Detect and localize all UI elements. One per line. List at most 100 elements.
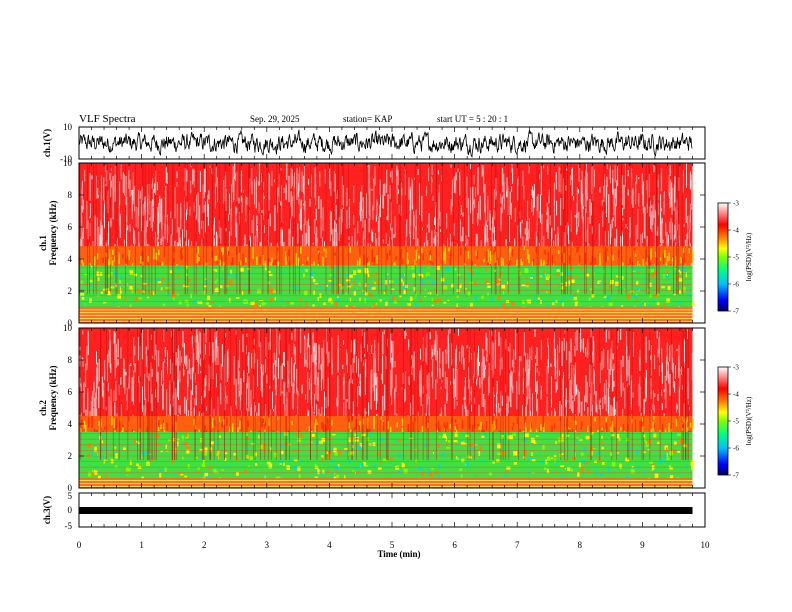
- spectrogram-speckle: [432, 195, 434, 201]
- spectrogram-speckle: [322, 469, 325, 474]
- spectrogram-speckle: [487, 195, 489, 222]
- spectrogram-speckle: [459, 284, 462, 289]
- spectrogram-speckle: [558, 437, 562, 443]
- spectrogram-speckle: [163, 246, 166, 257]
- spectrogram-speckle: [390, 288, 395, 290]
- spectrogram-speckle: [157, 212, 159, 240]
- spectrogram-speckle: [451, 179, 453, 207]
- spectrogram-speckle: [460, 219, 461, 242]
- spectrogram-speckle: [604, 399, 606, 405]
- spectrogram-speckle: [663, 277, 665, 279]
- spectrogram-speckle: [617, 330, 619, 343]
- spectrogram-speckle: [205, 344, 206, 355]
- spectrogram-speckle: [578, 164, 580, 182]
- spectrogram-speckle: [228, 281, 233, 285]
- spectrogram-speckle: [197, 346, 199, 374]
- spectrogram-speckle: [240, 427, 243, 431]
- spectrogram-speckle: [126, 197, 128, 223]
- spectrogram-speckle: [268, 179, 270, 211]
- spectrogram-speckle: [164, 223, 166, 239]
- spectrogram-speckle: [393, 300, 398, 304]
- spectrogram-speckle: [446, 377, 448, 401]
- spectrogram-speckle: [676, 348, 678, 352]
- spectrogram-speckle: [547, 304, 550, 308]
- spectrogram-speckle: [540, 461, 544, 464]
- spectrogram-speckle: [359, 381, 361, 397]
- spectrogram-speckle: [558, 370, 560, 376]
- spectrogram-speckle: [498, 403, 500, 409]
- spectrogram-speckle: [177, 265, 179, 269]
- spectrogram-speckle: [329, 266, 333, 269]
- spectrogram-speckle: [524, 228, 526, 235]
- spectrogram-speckle: [225, 333, 227, 338]
- spectrogram-speckle: [586, 381, 588, 404]
- colorbar-tick-label: -3: [733, 200, 739, 208]
- spectrogram-speckle: [246, 299, 249, 301]
- spectrogram-speckle: [400, 249, 402, 259]
- spectrogram-speckle: [557, 250, 560, 254]
- spectrogram-speckle: [576, 187, 578, 218]
- spectrogram-speckle: [156, 182, 158, 191]
- spectrogram-speckle: [375, 215, 377, 222]
- spectrogram-speckle: [689, 215, 691, 232]
- spectrogram-speckle: [547, 256, 549, 268]
- spectrogram-speckle: [193, 299, 196, 305]
- spectrogram-speckle: [586, 229, 588, 243]
- spectrogram-speckle: [458, 456, 462, 459]
- spectrogram-speckle: [628, 355, 630, 386]
- spectrogram-speckle: [661, 286, 665, 289]
- header-station: station= KAP: [343, 114, 392, 124]
- spectrogram-speckle: [225, 392, 227, 399]
- spectrogram-speckle: [390, 280, 394, 283]
- spectrogram-speckle: [656, 437, 659, 443]
- spectrogram-speckle: [526, 396, 527, 419]
- spectrogram-speckle: [589, 288, 592, 291]
- spectrogram-speckle: [688, 248, 690, 254]
- spectrogram-speckle: [377, 221, 379, 232]
- spectrogram-speckle: [269, 274, 273, 276]
- spectrogram-speckle: [568, 225, 569, 244]
- spectrogram-speckle: [485, 434, 487, 436]
- spectrogram-speckle: [137, 336, 139, 361]
- spectrogram-speckle: [524, 268, 529, 273]
- spectrogram-speckle: [103, 382, 105, 409]
- spectrogram-speckle: [669, 475, 674, 479]
- ch1-waveform-ylabel: ch.1(V): [42, 129, 52, 157]
- spectrogram-speckle: [242, 253, 244, 267]
- spectrogram-speckle: [360, 191, 362, 221]
- spectrogram-speckle: [121, 404, 122, 422]
- spectrogram-speckle: [374, 373, 376, 401]
- ch3-waveform-ylabel: ch.3(V): [42, 496, 52, 524]
- spectrogram-speckle: [209, 342, 211, 356]
- spectrogram-speckle: [532, 258, 535, 271]
- spectrogram-speckle: [639, 445, 641, 449]
- spectrogram-speckle: [608, 194, 610, 224]
- spectrogram-speckle: [584, 252, 587, 265]
- spectrogram-speckle: [502, 439, 505, 445]
- spectrogram-speckle: [114, 346, 116, 379]
- spectrogram-speckle: [672, 222, 674, 251]
- spectrogram-speckle: [622, 355, 624, 367]
- spectrogram-speckle: [639, 357, 641, 372]
- spectrogram-speckle: [180, 203, 182, 230]
- spectrogram-speckle: [481, 295, 484, 299]
- spectrogram-speckle: [90, 454, 93, 457]
- spectrogram-speckle: [431, 230, 433, 259]
- spectrogram-speckle: [530, 411, 532, 416]
- spectrogram-speckle: [158, 350, 160, 367]
- spectrogram-speckle: [359, 258, 361, 271]
- spectrogram-speckle: [580, 401, 582, 428]
- spectrogram-speckle: [403, 289, 407, 295]
- spectrogram-speckle: [652, 214, 654, 222]
- spectrogram-speckle: [431, 468, 434, 470]
- spectrogram-speckle: [652, 403, 654, 410]
- spectrogram-speckle: [559, 300, 562, 304]
- spectrogram-speckle: [221, 276, 223, 281]
- spectrogram-speckle: [247, 355, 249, 366]
- spectrogram-speckle: [610, 348, 612, 372]
- spectrogram-speckle: [487, 285, 491, 288]
- spectrogram-speckle: [590, 329, 592, 338]
- spectrogram-speckle: [578, 391, 580, 413]
- spectrogram-speckle: [312, 242, 314, 245]
- spectrogram-speckle: [613, 196, 615, 206]
